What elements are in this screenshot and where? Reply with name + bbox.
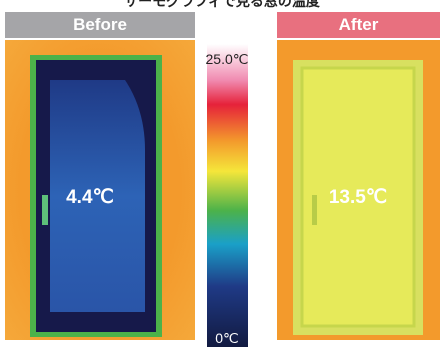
title: サーモグラフィで見る窓の温度: [124, 0, 320, 10]
after-header: After: [277, 12, 440, 38]
scale-min: 0℃: [215, 330, 239, 346]
color-scale: [207, 44, 248, 347]
before-temperature: 4.4℃: [66, 187, 114, 208]
handle-after: [312, 195, 317, 225]
scale-max: 25.0℃: [206, 51, 249, 67]
glass: [50, 80, 145, 312]
after-temperature: 13.5℃: [329, 187, 387, 208]
glass-after: [300, 66, 416, 328]
handle: [42, 195, 48, 225]
before-header: Before: [5, 12, 195, 38]
